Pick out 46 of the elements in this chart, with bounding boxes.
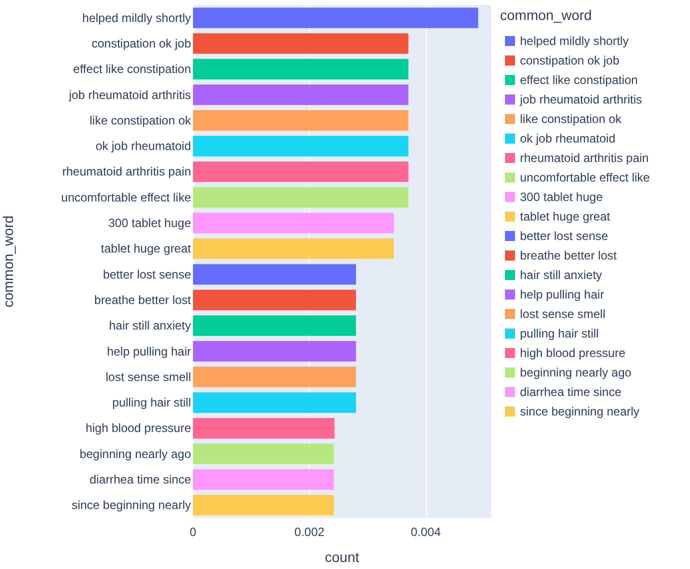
y-tick-label: diarrhea time since (90, 472, 192, 487)
legend-label: breathe better lost (520, 248, 618, 262)
x-axis-title: count (324, 549, 360, 565)
legend-label: hair still anxiety (520, 268, 602, 282)
legend-label: pulling hair still (520, 326, 599, 340)
y-tick-label: ok job rheumatoid (96, 139, 191, 154)
legend-label: like constipation ok (520, 112, 622, 126)
y-tick-label: job rheumatoid arthritis (68, 88, 191, 102)
legend-label: help pulling hair (520, 288, 604, 302)
legend-label: job rheumatoid arthritis (519, 92, 642, 106)
legend-label: since beginning nearly (520, 404, 640, 418)
y-tick-label: since beginning nearly (72, 498, 191, 512)
legend-label: uncomfortable effect like (520, 170, 650, 184)
y-tick-label: lost sense smell (106, 370, 191, 384)
legend-label: helped mildly shortly (520, 34, 629, 48)
y-tick-label: uncomfortable effect like (61, 190, 192, 204)
legend-label: 300 tablet huge (520, 190, 604, 204)
legend-label: high blood pressure (520, 346, 626, 360)
legend-label: lost sense smell (520, 307, 606, 321)
y-tick-label: like constipation ok (90, 113, 192, 128)
y-tick-label: effect like constipation (73, 62, 191, 76)
y-tick-label: help pulling hair (106, 344, 191, 358)
legend-title: common_word (500, 7, 592, 23)
x-tick-label: 0 (190, 525, 197, 539)
x-tick-label: 0.004 (410, 525, 442, 539)
x-tick-label: 0.002 (294, 525, 325, 539)
legend-label: ok job rheumatoid (520, 132, 616, 146)
legend-label: rheumatoid arthritis pain (520, 151, 649, 165)
y-tick-label: constipation ok job (92, 36, 192, 50)
legend-label: tablet huge great (520, 210, 611, 224)
legend-label: diarrhea time since (520, 385, 622, 399)
legend-label: better lost sense (520, 229, 608, 243)
y-tick-label: 300 tablet huge (108, 216, 192, 230)
y-tick-label: helped mildly shortly (82, 10, 191, 25)
y-tick-label: better lost sense (102, 267, 192, 282)
legend-label: beginning nearly ago (520, 366, 632, 380)
legend-label: effect like constipation (520, 73, 638, 87)
y-tick-label: pulling hair still (112, 396, 191, 410)
y-tick-label: hair still anxiety (108, 318, 191, 333)
y-tick-label: rheumatoid arthritis pain (62, 164, 191, 179)
y-tick-label: beginning nearly ago (80, 446, 192, 461)
y-tick-label: tablet huge great (100, 242, 192, 256)
y-axis-title: common_word (0, 216, 16, 308)
legend-label: constipation ok job (520, 54, 620, 68)
y-tick-label: breathe better lost (94, 292, 192, 307)
y-tick-label: high blood pressure (86, 421, 192, 436)
